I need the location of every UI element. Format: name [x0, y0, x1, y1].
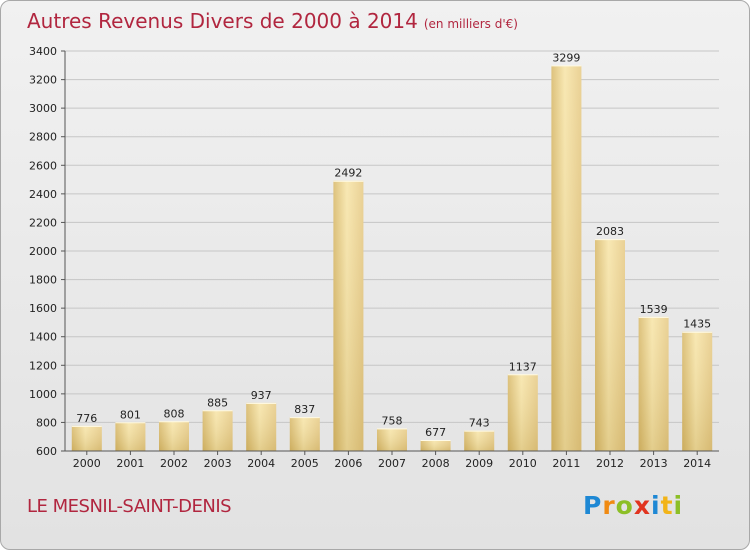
x-tick-label-2012: 2012 — [596, 457, 624, 470]
bar-shade-2009 — [464, 430, 495, 451]
logo-letter-x: x — [633, 491, 651, 520]
bar-shade-2014 — [682, 331, 713, 451]
bar-shade-2008 — [420, 440, 451, 451]
x-tick-label-2011: 2011 — [552, 457, 580, 470]
value-label-2002: 808 — [164, 407, 185, 420]
y-tick-label-800: 800 — [36, 416, 57, 429]
bar-shade-2001 — [115, 422, 146, 451]
y-tick-label-2800: 2800 — [29, 131, 57, 144]
x-tick-label-2009: 2009 — [465, 457, 493, 470]
logo-letter-t: t — [660, 491, 674, 520]
value-label-2012: 2083 — [596, 225, 624, 238]
y-tick-label-1800: 1800 — [29, 274, 57, 287]
bar-shade-2012 — [595, 239, 625, 451]
y-tick-label-3000: 3000 — [29, 102, 57, 115]
value-label-2003: 885 — [207, 396, 228, 409]
y-tick-label-2200: 2200 — [29, 216, 57, 229]
value-label-2011: 3299 — [552, 51, 580, 64]
value-label-2005: 837 — [294, 403, 315, 416]
x-tick-label-2005: 2005 — [291, 457, 319, 470]
x-tick-label-2001: 2001 — [116, 457, 144, 470]
value-label-2000: 776 — [76, 412, 97, 425]
value-label-2008: 677 — [425, 426, 446, 439]
value-label-2014: 1435 — [683, 318, 711, 331]
logo-letter-i: i — [651, 491, 661, 520]
y-tick-label-3200: 3200 — [29, 74, 57, 87]
bars: 776 801 808 885 937 837 2492 758 677 743 1137 3299 2… — [71, 51, 713, 451]
axes: 600 800 1000 1200 1400 1600 1800 2000 2200 2400 26… — [29, 45, 719, 470]
y-tick-label-2000: 2000 — [29, 245, 57, 258]
y-tick-label-1600: 1600 — [29, 302, 57, 315]
bar-shade-2011 — [551, 65, 582, 451]
y-tick-label-600: 600 — [36, 445, 57, 458]
bar-shade-2007 — [377, 428, 407, 451]
bar-shade-2010 — [507, 374, 538, 451]
bar-shade-2005 — [289, 417, 320, 451]
x-tick-label-2004: 2004 — [247, 457, 275, 470]
value-label-2001: 801 — [120, 408, 141, 421]
logo-letter-i2: i — [673, 491, 684, 520]
x-tick-label-2000: 2000 — [73, 457, 101, 470]
y-tick-label-1200: 1200 — [29, 359, 57, 372]
x-tick-label-2008: 2008 — [422, 457, 450, 470]
x-tick-label-2010: 2010 — [509, 457, 537, 470]
x-tick-label-2007: 2007 — [378, 457, 406, 470]
value-label-2009: 743 — [469, 417, 490, 430]
proxiti-logo[interactable]: Proxiti — [583, 491, 683, 520]
city-name: LE MESNIL-SAINT-DENIS — [27, 496, 232, 517]
y-tick-label-1400: 1400 — [29, 331, 57, 344]
bar-shade-2006 — [333, 180, 364, 451]
chart-subtitle: (en milliers d'€) — [423, 17, 518, 31]
logo-letter-o: o — [615, 491, 634, 520]
value-label-2013: 1539 — [640, 303, 668, 316]
bar-shade-2004 — [246, 402, 277, 451]
value-label-2004: 937 — [251, 389, 272, 402]
x-tick-label-2002: 2002 — [160, 457, 188, 470]
chart-title: Autres Revenus Divers de 2000 à 2014 (en … — [27, 9, 518, 33]
bar-shade-2013 — [638, 316, 669, 451]
y-tick-label-2400: 2400 — [29, 188, 57, 201]
x-tick-label-2013: 2013 — [640, 457, 668, 470]
value-label-2010: 1137 — [509, 360, 537, 373]
y-tick-label-2600: 2600 — [29, 159, 57, 172]
x-tick-label-2006: 2006 — [334, 457, 362, 470]
bar-shade-2000 — [71, 425, 102, 451]
value-label-2007: 758 — [382, 414, 403, 427]
x-tick-label-2014: 2014 — [683, 457, 711, 470]
value-label-2006: 2492 — [334, 167, 362, 180]
x-tick-label-2003: 2003 — [204, 457, 232, 470]
bar-shade-2002 — [159, 421, 189, 451]
logo-letter-r: r — [602, 491, 616, 520]
y-tick-label-3400: 3400 — [29, 45, 57, 58]
bar-shade-2003 — [202, 410, 233, 451]
y-tick-label-1000: 1000 — [29, 388, 57, 401]
logo-letter-p: P — [583, 491, 603, 520]
chart-title-text: Autres Revenus Divers de 2000 à 2014 — [27, 9, 418, 33]
